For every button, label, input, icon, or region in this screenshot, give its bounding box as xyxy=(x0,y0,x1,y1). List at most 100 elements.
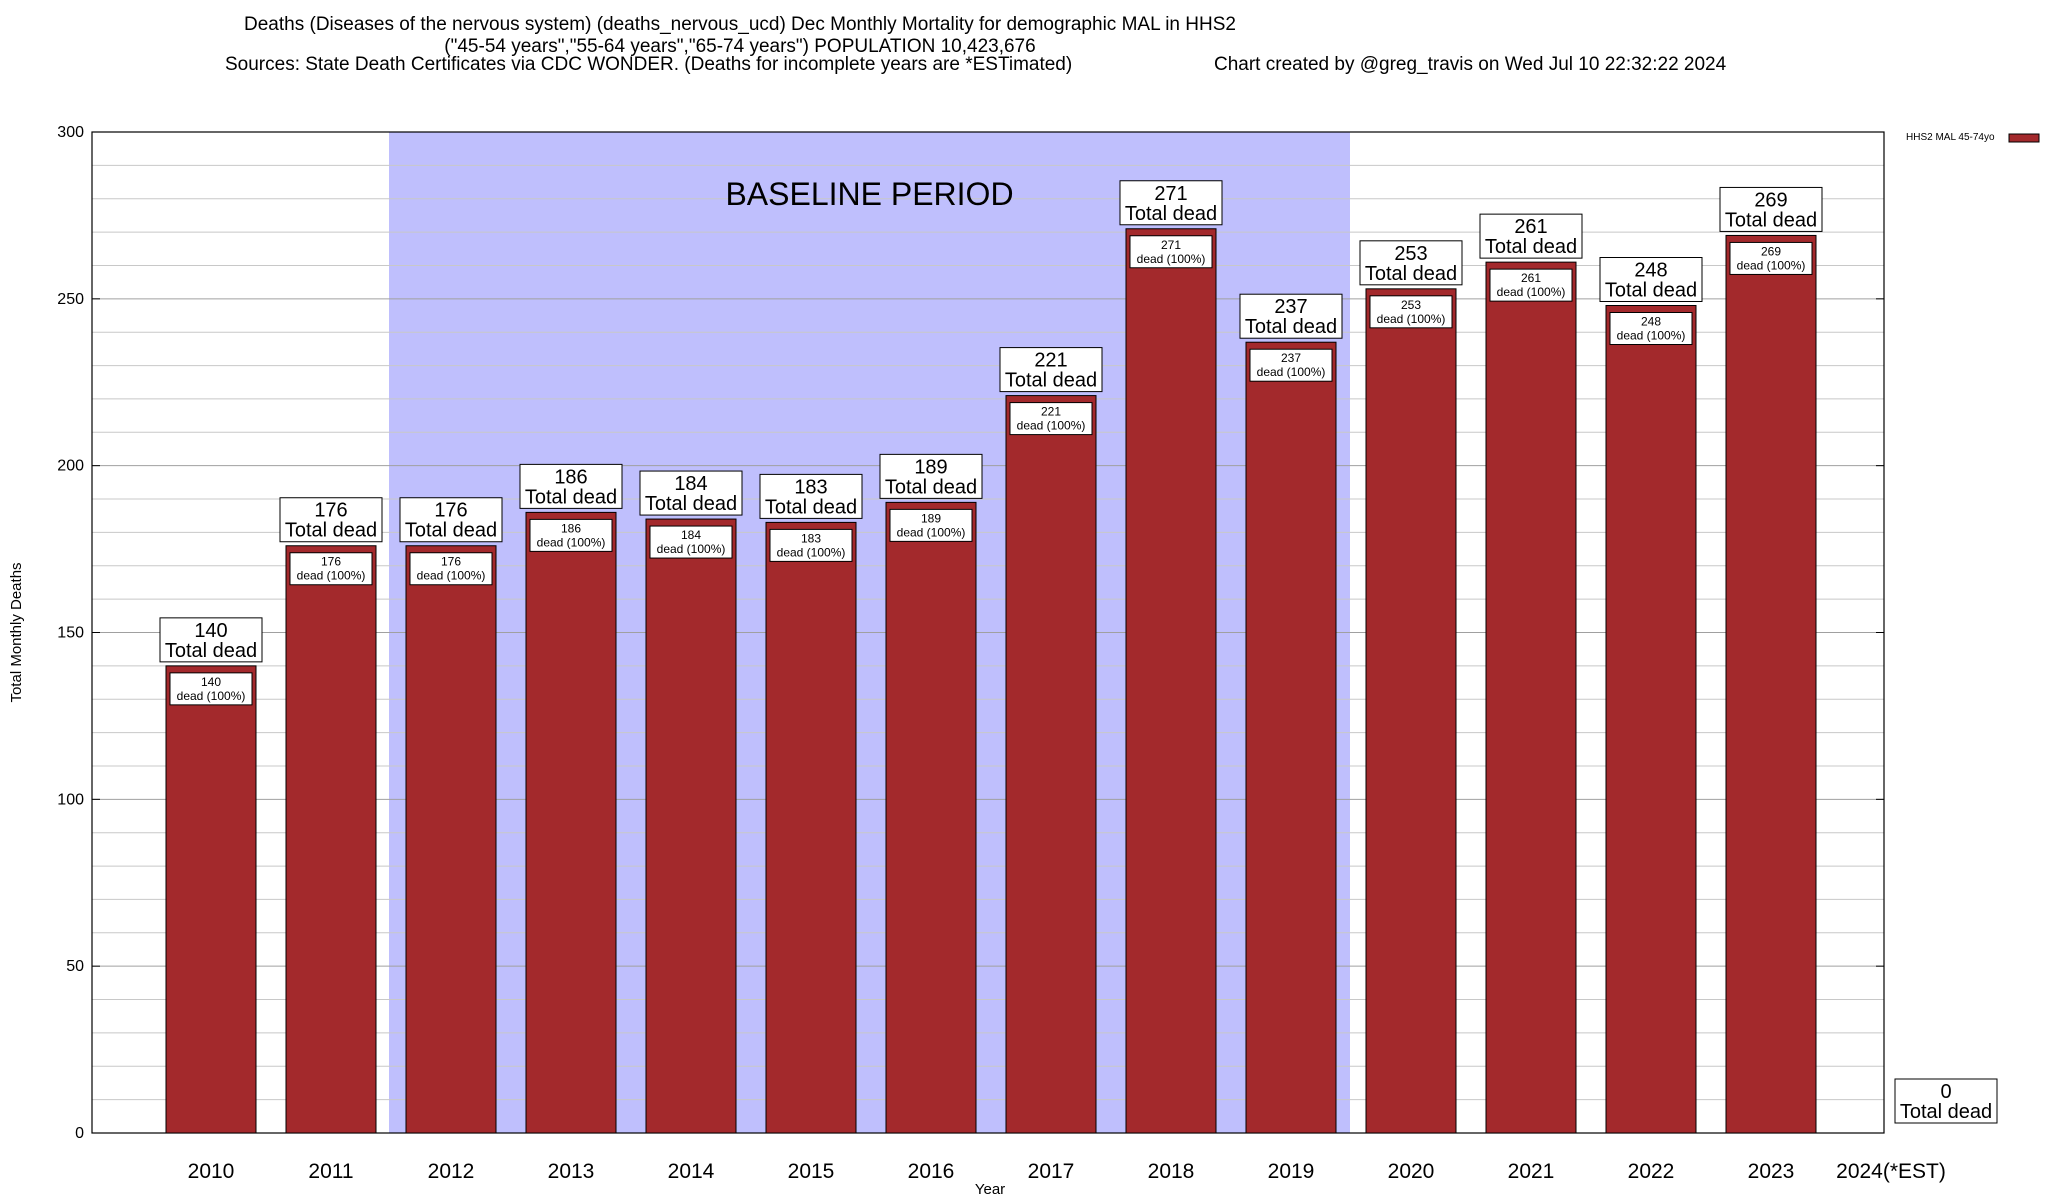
inner-percent-label: dead (100%) xyxy=(1377,312,1446,326)
data-total-label: Total dead xyxy=(525,486,617,508)
bar xyxy=(525,511,617,1134)
data-label-box xyxy=(279,497,383,543)
x-tick-label: 2020 xyxy=(1388,1160,1435,1183)
inner-value-label: 261 xyxy=(1521,271,1541,285)
data-total-label: Total dead xyxy=(1365,263,1457,285)
inner-value-label: 184 xyxy=(681,528,701,542)
bar xyxy=(405,545,497,1134)
y-tick-label: 100 xyxy=(57,791,84,808)
data-label-box xyxy=(1599,257,1703,303)
inner-percent-label: dead (100%) xyxy=(657,542,726,556)
data-value-label: 237 xyxy=(1274,296,1307,318)
bar xyxy=(1485,261,1577,1134)
inner-label-box xyxy=(649,525,733,559)
x-tick-label: 2016 xyxy=(908,1160,955,1183)
data-label-box xyxy=(759,473,863,519)
inner-label-box xyxy=(1369,295,1453,329)
bar xyxy=(1605,305,1697,1134)
y-tick-label: 150 xyxy=(57,625,84,642)
data-value-label: 0 xyxy=(1940,1081,1951,1103)
data-total-label: Total dead xyxy=(885,476,977,498)
data-value-label: 189 xyxy=(914,456,947,478)
x-tick-label: 2013 xyxy=(548,1160,595,1183)
inner-percent-label: dead (100%) xyxy=(1017,419,1086,433)
inner-value-label: 271 xyxy=(1161,238,1181,252)
data-value-label: 261 xyxy=(1514,216,1547,238)
bar xyxy=(885,501,977,1134)
bar xyxy=(1125,228,1217,1134)
x-axis-label: Year xyxy=(975,1181,1005,1198)
inner-value-label: 248 xyxy=(1641,315,1661,329)
inner-value-label: 186 xyxy=(561,521,581,535)
inner-value-label: 189 xyxy=(921,511,941,525)
x-tick-label: 2010 xyxy=(188,1160,235,1183)
data-value-label: 183 xyxy=(794,476,827,498)
inner-value-label: 221 xyxy=(1041,405,1061,419)
bar xyxy=(1245,341,1337,1134)
inner-value-label: 269 xyxy=(1761,244,1781,258)
y-tick-label: 50 xyxy=(66,958,84,975)
legend-label: HHS2 MAL 45-74yo xyxy=(1906,132,1995,143)
inner-percent-label: dead (100%) xyxy=(777,545,846,559)
inner-value-label: 237 xyxy=(1281,351,1301,365)
data-total-label: Total dead xyxy=(1605,280,1697,302)
inner-label-box xyxy=(1129,235,1213,269)
inner-label-box xyxy=(1489,268,1573,302)
inner-percent-label: dead (100%) xyxy=(177,689,246,703)
chart-credit: Chart created by @greg_travis on Wed Jul… xyxy=(1214,54,1727,75)
plot-frame xyxy=(91,131,1885,1134)
x-tick-label: 2019 xyxy=(1268,1160,1315,1183)
data-value-label: 176 xyxy=(434,500,467,522)
inner-value-label: 176 xyxy=(441,555,461,569)
bar xyxy=(285,545,377,1134)
legend-swatch xyxy=(2008,133,2040,143)
inner-percent-label: dead (100%) xyxy=(1257,365,1326,379)
inner-label-box xyxy=(1729,241,1813,275)
data-value-label: 221 xyxy=(1034,350,1067,372)
data-total-label: Total dead xyxy=(285,520,377,542)
x-tick-label: 2017 xyxy=(1028,1160,1075,1183)
data-label-box xyxy=(1479,213,1583,259)
data-label-box xyxy=(1719,186,1823,232)
data-total-label: Total dead xyxy=(1245,316,1337,338)
data-total-label: Total dead xyxy=(405,520,497,542)
inner-label-box xyxy=(529,518,613,552)
chart-title-block: Deaths (Diseases of the nervous system) … xyxy=(0,14,1480,58)
data-label-box xyxy=(879,453,983,499)
inner-value-label: 183 xyxy=(801,531,821,545)
baseline-label: BASELINE PERIOD xyxy=(725,176,1013,212)
x-tick-label: 2021 xyxy=(1508,1160,1555,1183)
inner-label-box xyxy=(1609,312,1693,346)
data-label-box xyxy=(1239,293,1343,339)
data-label-box xyxy=(639,470,743,516)
data-total-label: Total dead xyxy=(1725,209,1817,231)
x-tick-label: 2014 xyxy=(668,1160,715,1183)
data-total-label: Total dead xyxy=(645,493,737,515)
inner-percent-label: dead (100%) xyxy=(297,569,366,583)
x-tick-label: 2018 xyxy=(1148,1160,1195,1183)
data-value-label: 140 xyxy=(194,620,227,642)
inner-percent-label: dead (100%) xyxy=(1617,329,1686,343)
y-axis-label: Total Monthly Deaths xyxy=(8,562,25,702)
y-tick-label: 200 xyxy=(57,458,84,475)
inner-label-box xyxy=(1249,348,1333,382)
data-value-label: 253 xyxy=(1394,243,1427,265)
inner-percent-label: dead (100%) xyxy=(417,569,486,583)
data-label-box xyxy=(1119,180,1223,226)
bar xyxy=(1005,395,1097,1134)
bar xyxy=(1725,234,1817,1134)
y-tick-label: 250 xyxy=(57,291,84,308)
bar xyxy=(765,521,857,1134)
inner-percent-label: dead (100%) xyxy=(537,535,606,549)
inner-percent-label: dead (100%) xyxy=(1737,258,1806,272)
data-total-label: Total dead xyxy=(1485,236,1577,258)
chart-title: Deaths (Diseases of the nervous system) … xyxy=(244,14,1236,35)
inner-label-box xyxy=(1009,402,1093,436)
inner-value-label: 253 xyxy=(1401,298,1421,312)
inner-value-label: 140 xyxy=(201,675,221,689)
y-tick-label: 300 xyxy=(57,124,84,141)
inner-label-box xyxy=(889,508,973,542)
data-label-box xyxy=(1359,240,1463,286)
data-value-label: 176 xyxy=(314,500,347,522)
